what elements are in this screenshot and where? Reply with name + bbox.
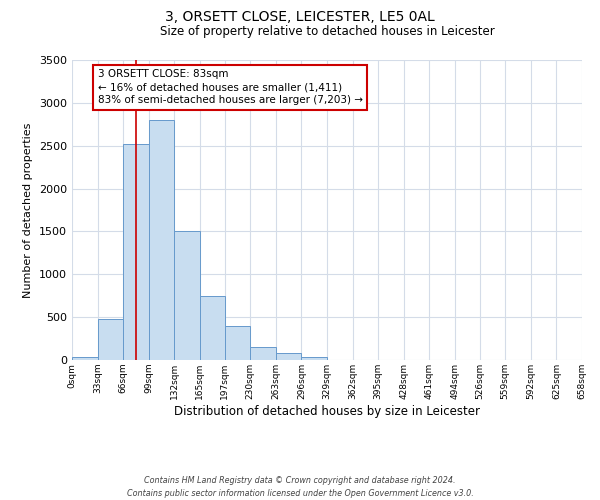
- Bar: [149, 120, 175, 360]
- Text: Contains HM Land Registry data © Crown copyright and database right 2024.
Contai: Contains HM Land Registry data © Crown c…: [127, 476, 473, 498]
- Bar: [98, 319, 123, 360]
- Bar: [301, 356, 327, 360]
- Y-axis label: Number of detached properties: Number of detached properties: [23, 122, 34, 298]
- Bar: [224, 326, 250, 360]
- Text: 3, ORSETT CLOSE, LEICESTER, LE5 0AL: 3, ORSETT CLOSE, LEICESTER, LE5 0AL: [165, 10, 435, 24]
- Bar: [72, 358, 98, 360]
- Title: Size of property relative to detached houses in Leicester: Size of property relative to detached ho…: [160, 25, 494, 38]
- Text: 3 ORSETT CLOSE: 83sqm
← 16% of detached houses are smaller (1,411)
83% of semi-d: 3 ORSETT CLOSE: 83sqm ← 16% of detached …: [97, 69, 362, 106]
- Bar: [250, 347, 276, 360]
- Bar: [175, 230, 200, 360]
- Bar: [123, 144, 149, 360]
- Bar: [200, 296, 224, 360]
- X-axis label: Distribution of detached houses by size in Leicester: Distribution of detached houses by size …: [174, 404, 480, 417]
- Bar: [276, 353, 301, 360]
